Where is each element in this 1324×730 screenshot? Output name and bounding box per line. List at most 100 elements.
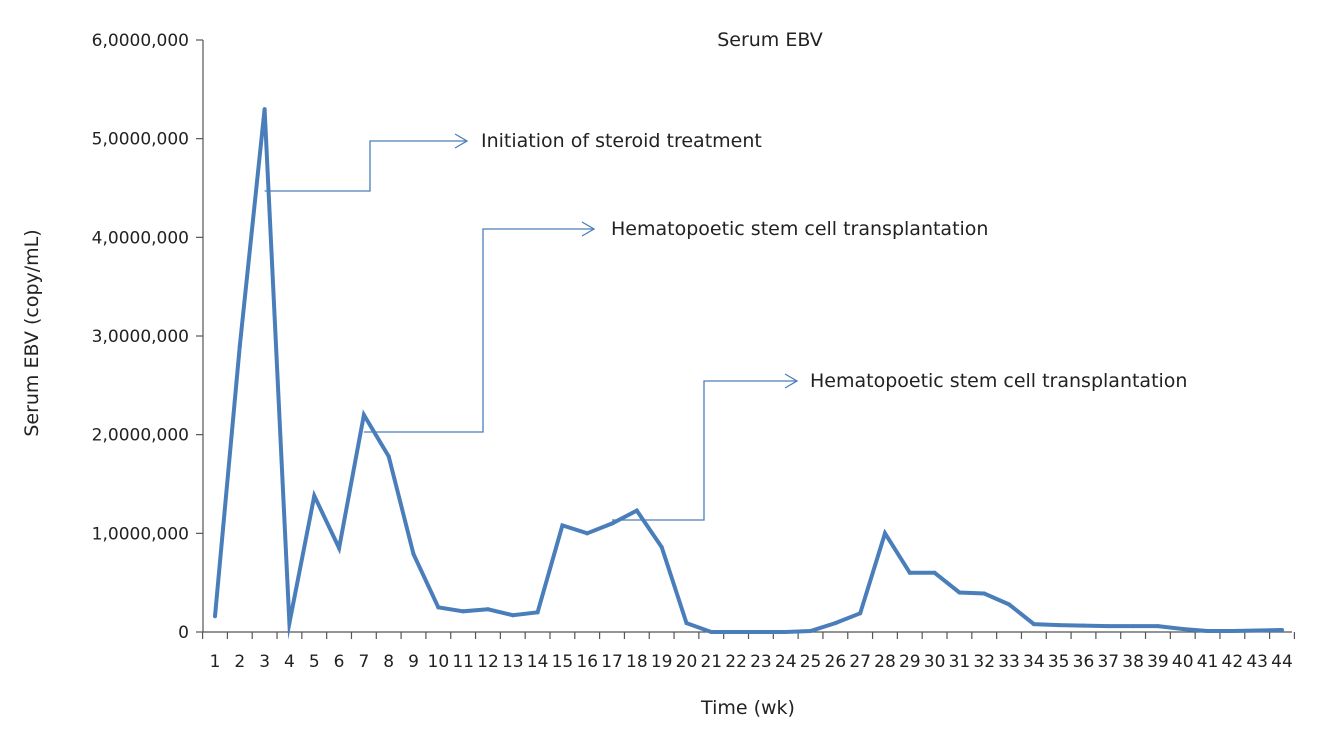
- x-tick-label: 26: [825, 652, 847, 672]
- x-tick-label: 1: [210, 652, 221, 672]
- data-point: [262, 107, 267, 112]
- x-tick-label: 29: [899, 652, 921, 672]
- x-tick-label: 31: [949, 652, 971, 672]
- x-tick-label: 2: [234, 652, 245, 672]
- y-tick-label: 4,0000,000: [92, 228, 189, 248]
- data-point: [907, 570, 912, 575]
- data-point: [560, 523, 565, 528]
- data-point: [337, 546, 342, 551]
- x-tick-label: 4: [284, 652, 295, 672]
- x-tick-label: 43: [1246, 652, 1268, 672]
- x-tick-label: 22: [725, 652, 747, 672]
- data-point: [237, 343, 242, 348]
- annotation-arrowhead: [784, 373, 799, 389]
- data-point: [932, 570, 937, 575]
- data-point: [610, 521, 615, 526]
- data-point: [882, 531, 887, 536]
- data-point: [684, 621, 689, 626]
- y-tick-label: 3,0000,000: [92, 327, 189, 347]
- annotation-arrowhead: [454, 133, 469, 149]
- annotation-connector: [612, 380, 797, 521]
- annotation-label: Hematopoetic stem cell transplantation: [611, 218, 988, 240]
- data-point: [659, 545, 664, 550]
- chart-title: Serum EBV: [717, 29, 823, 51]
- series-layer: [213, 107, 1284, 640]
- x-tick-label: 19: [651, 652, 673, 672]
- data-point: [1056, 623, 1061, 628]
- data-point: [1280, 628, 1284, 633]
- x-tick-label: 38: [1122, 652, 1144, 672]
- x-tick-label: 12: [477, 652, 499, 672]
- annotation-arrowhead: [581, 221, 596, 237]
- data-point: [1255, 628, 1260, 633]
- data-point: [1180, 627, 1185, 632]
- data-point: [1131, 624, 1136, 629]
- x-tick-label: 33: [998, 652, 1020, 672]
- x-tick-label: 39: [1147, 652, 1169, 672]
- data-point: [287, 621, 292, 626]
- data-point: [1106, 624, 1111, 629]
- data-point: [1155, 624, 1160, 629]
- y-tick-label: 2,0000,000: [92, 426, 189, 446]
- x-tick-label: 34: [1023, 652, 1045, 672]
- data-point: [361, 412, 366, 417]
- x-tick-label: 3: [259, 652, 270, 672]
- x-axis-title: Time (wk): [700, 697, 795, 719]
- y-axis-title: Serum EBV (copy/mL): [21, 229, 43, 436]
- data-point: [734, 630, 739, 634]
- data-point: [535, 610, 540, 615]
- x-tick-label: 21: [700, 652, 722, 672]
- data-point: [485, 607, 490, 612]
- x-tick-label: 18: [626, 652, 648, 672]
- data-point: [808, 629, 813, 634]
- x-tick-label: 20: [676, 652, 698, 672]
- annotation-connector: [363, 228, 594, 433]
- data-point: [1031, 622, 1036, 627]
- data-point: [783, 630, 788, 634]
- x-tick-label: 40: [1172, 652, 1194, 672]
- x-tick-label: 10: [428, 652, 450, 672]
- data-point: [386, 454, 391, 459]
- data-point: [957, 590, 962, 595]
- x-tick-label: 14: [527, 652, 549, 672]
- x-tick-label: 24: [775, 652, 797, 672]
- x-tick-label: 32: [973, 652, 995, 672]
- x-ticks: 1 2 3 4 5 6 7 8 9 10 11 12 13 14 15 16 17 18 19 20 21 22 23 24 2…: [201, 632, 1296, 672]
- data-point: [634, 508, 639, 513]
- annotation-label: Hematopoetic stem cell transplantation: [810, 370, 1187, 392]
- data-point: [1007, 602, 1012, 607]
- data-point: [858, 611, 863, 616]
- y-ticks: 0 1,0000,000 2,0000,000 3,0000,000 4,0000,00…: [92, 31, 203, 643]
- annotations: Initiation of steroid treatment Hematopoe…: [264, 130, 1187, 521]
- x-tick-label: 13: [502, 652, 524, 672]
- data-point: [833, 621, 838, 626]
- y-tick-label: 6,0000,000: [92, 31, 189, 51]
- x-tick-label: 27: [849, 652, 871, 672]
- x-tick-label: 42: [1222, 652, 1244, 672]
- x-tick-label: 30: [924, 652, 946, 672]
- x-tick-label: 16: [576, 652, 598, 672]
- y-tick-label: 1,0000,000: [92, 524, 189, 544]
- data-point: [1230, 629, 1235, 634]
- data-point: [709, 630, 714, 634]
- x-tick-label: 35: [1048, 652, 1070, 672]
- data-point: [585, 531, 590, 536]
- x-tick-label: 41: [1197, 652, 1219, 672]
- y-tick-label: 5,0000,000: [92, 130, 189, 150]
- series-line: [213, 108, 1283, 640]
- x-tick-label: 44: [1271, 652, 1293, 672]
- data-point: [982, 591, 987, 596]
- annotation-label: Initiation of steroid treatment: [481, 130, 762, 152]
- x-tick-label: 9: [408, 652, 419, 672]
- x-tick-label: 23: [750, 652, 772, 672]
- data-point: [1081, 623, 1086, 628]
- x-tick-label: 6: [334, 652, 345, 672]
- y-tick-label: 0: [178, 623, 189, 643]
- x-tick-label: 7: [358, 652, 369, 672]
- data-point: [461, 609, 466, 614]
- x-tick-label: 11: [452, 652, 474, 672]
- data-point: [436, 605, 441, 610]
- data-point: [758, 630, 763, 634]
- x-tick-label: 36: [1073, 652, 1095, 672]
